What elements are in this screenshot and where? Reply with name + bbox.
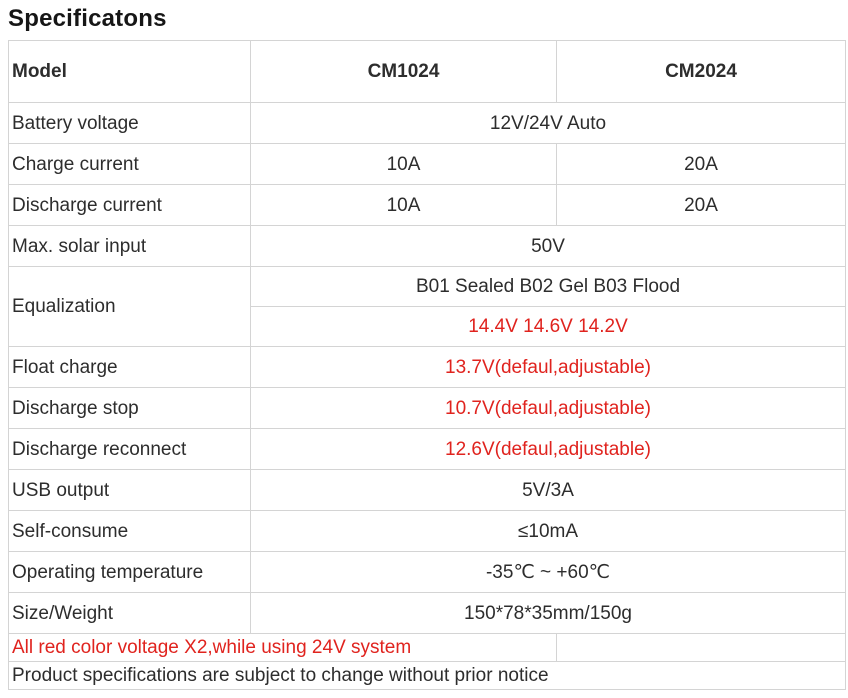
table-row-red-note: All red color voltage X2,while using 24V…: [8, 633, 846, 662]
table-row-equalization-voltages: 14.4V 14.6V 14.2V: [9, 306, 846, 347]
header-cm2024: CM2024: [556, 40, 846, 103]
spec-value: 12V/24V Auto: [250, 102, 846, 144]
spec-label: Discharge reconnect: [8, 428, 251, 470]
spec-value: 13.7V(defaul,adjustable): [250, 346, 846, 388]
specifications-table: Model CM1024 CM2024 Battery voltage 12V/…: [8, 40, 846, 690]
page-title: Specificatons: [8, 5, 167, 32]
table-row: Battery voltage 12V/24V Auto: [8, 102, 846, 144]
spec-value-cm1024: 10A: [250, 184, 557, 226]
header-model: Model: [8, 40, 251, 103]
table-row: Max. solar input 50V: [8, 225, 846, 267]
table-row-disclaimer: Product specifications are subject to ch…: [8, 661, 846, 690]
spec-label: USB output: [8, 469, 251, 511]
table-row: Operating temperature -35℃ ~ +60℃: [8, 551, 846, 593]
spec-value: 50V: [250, 225, 846, 267]
spec-value-equalization-voltages: 14.4V 14.6V 14.2V: [250, 306, 846, 347]
disclaimer-text: Product specifications are subject to ch…: [8, 661, 846, 690]
table-row: USB output 5V/3A: [8, 469, 846, 511]
spec-value-cm2024: 20A: [556, 184, 846, 226]
table-row: Discharge reconnect 12.6V(defaul,adjusta…: [8, 428, 846, 470]
spec-label: Operating temperature: [8, 551, 251, 593]
spec-label: Discharge stop: [8, 387, 251, 429]
spec-value: 150*78*35mm/150g: [250, 592, 846, 634]
spec-value-cm1024: 10A: [250, 143, 557, 185]
spec-value: ≤10mA: [250, 510, 846, 552]
spec-value: 12.6V(defaul,adjustable): [250, 428, 846, 470]
red-voltage-note: All red color voltage X2,while using 24V…: [8, 633, 557, 662]
spec-label: Equalization: [8, 266, 251, 347]
spec-label: Max. solar input: [8, 225, 251, 267]
spec-value: -35℃ ~ +60℃: [250, 551, 846, 593]
spec-label: Float charge: [8, 346, 251, 388]
spec-label: Self-consume: [8, 510, 251, 552]
table-row-equalization: Equalization B01 Sealed B02 Gel B03 Floo…: [8, 266, 846, 347]
table-row: Discharge current 10A 20A: [8, 184, 846, 226]
spec-label: Discharge current: [8, 184, 251, 226]
table-row: Charge current 10A 20A: [8, 143, 846, 185]
table-row: Float charge 13.7V(defaul,adjustable): [8, 346, 846, 388]
table-row: Discharge stop 10.7V(defaul,adjustable): [8, 387, 846, 429]
spec-value: 10.7V(defaul,adjustable): [250, 387, 846, 429]
table-row: Size/Weight 150*78*35mm/150g: [8, 592, 846, 634]
spec-label: Battery voltage: [8, 102, 251, 144]
spec-label: Charge current: [8, 143, 251, 185]
table-header-row: Model CM1024 CM2024: [8, 40, 846, 103]
spec-label: Size/Weight: [8, 592, 251, 634]
spec-value-battery-types: B01 Sealed B02 Gel B03 Flood: [250, 266, 846, 307]
spec-value: 5V/3A: [250, 469, 846, 511]
table-row: Self-consume ≤10mA: [8, 510, 846, 552]
spec-value-cm2024: 20A: [556, 143, 846, 185]
empty-cell: [556, 633, 846, 662]
header-cm1024: CM1024: [250, 40, 557, 103]
